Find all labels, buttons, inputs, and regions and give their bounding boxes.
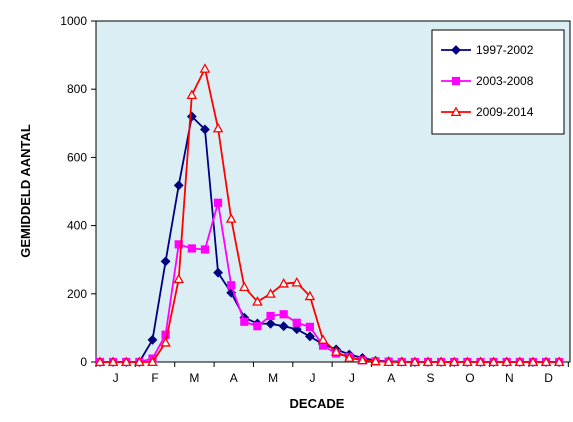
data-point (396, 356, 408, 367)
data-point (212, 122, 224, 133)
data-point (278, 321, 289, 332)
data-point (357, 354, 368, 365)
x-tick-label: D (544, 371, 553, 385)
data-point (553, 356, 565, 367)
data-point (409, 356, 421, 367)
data-point (174, 240, 183, 249)
data-point (292, 318, 301, 327)
data-point (160, 256, 171, 267)
data-point (278, 278, 289, 288)
data-point (304, 290, 316, 301)
data-point (266, 311, 275, 321)
legend: 1997-2002 2003-2008 2009-2014 (431, 29, 565, 135)
y-axis-title: GEMIDDELD AANTAL (18, 124, 33, 258)
data-point (265, 288, 276, 298)
y-tick-label: 200 (67, 287, 87, 301)
data-point (514, 356, 526, 367)
data-point (330, 346, 342, 356)
data-point (448, 356, 460, 367)
y-tick-label: 800 (67, 82, 87, 96)
data-point (488, 356, 499, 367)
data-point (240, 317, 249, 326)
data-point (199, 63, 211, 73)
data-point (291, 277, 303, 287)
data-point (186, 111, 197, 122)
x-tick-label: S (427, 371, 435, 385)
data-point (134, 356, 145, 367)
data-point (370, 355, 381, 366)
y-tick-label: 1000 (60, 14, 87, 28)
data-point (291, 324, 302, 335)
x-tick-label: M (268, 371, 278, 385)
x-tick-label: J (113, 371, 119, 385)
x-tick-label: N (505, 371, 514, 385)
data-point (94, 356, 106, 367)
data-point (107, 356, 119, 367)
x-axis-title: DECADE (290, 396, 345, 411)
x-tick-label: M (189, 371, 199, 385)
data-point (462, 356, 473, 367)
legend-item: 1997-2002 (441, 43, 534, 57)
x-tick-label: J (349, 371, 355, 385)
data-point (213, 198, 223, 207)
data-point (305, 322, 315, 331)
data-point (239, 281, 250, 291)
data-point (279, 310, 288, 319)
data-point (317, 334, 329, 344)
y-tick-label: 600 (67, 150, 87, 164)
x-tick-label: J (309, 371, 315, 385)
legend-item: 2003-2008 (441, 74, 534, 88)
data-point (383, 356, 394, 367)
y-tick-label: 0 (80, 355, 87, 369)
data-point (253, 322, 262, 331)
legend-label: 2009-2014 (476, 105, 534, 119)
data-point (450, 106, 462, 117)
series-layer (94, 63, 565, 367)
x-tick-label: F (151, 371, 158, 385)
data-point (160, 337, 171, 347)
data-point (527, 356, 539, 367)
data-point (451, 76, 461, 86)
data-point (187, 244, 196, 253)
data-point (343, 352, 355, 362)
data-point (422, 356, 434, 367)
data-point (227, 281, 236, 290)
data-point (213, 267, 223, 278)
data-point (305, 331, 315, 342)
data-point (252, 296, 263, 306)
data-point (186, 89, 198, 100)
data-point (120, 356, 132, 367)
data-point (540, 356, 552, 367)
data-point (435, 356, 447, 367)
y-axis-ticks: 0 200 400 600 800 1000 (60, 14, 96, 369)
data-point (173, 273, 185, 284)
legend-item: 2009-2014 (441, 105, 534, 119)
x-tick-label: O (465, 371, 474, 385)
data-point (173, 180, 184, 191)
x-tick-label: A (230, 371, 238, 385)
legend-label: 1997-2002 (476, 43, 534, 57)
data-point (147, 356, 158, 367)
x-tick-label: A (387, 371, 395, 385)
data-point (475, 356, 486, 367)
data-point (501, 356, 513, 367)
legend-label: 2003-2008 (476, 74, 534, 88)
y-tick-label: 400 (67, 219, 87, 233)
data-point (225, 213, 237, 223)
data-point (265, 318, 276, 329)
data-point (200, 245, 210, 254)
data-point (451, 45, 461, 55)
series-3 (94, 63, 565, 367)
data-point (200, 124, 210, 135)
data-point (147, 334, 158, 345)
